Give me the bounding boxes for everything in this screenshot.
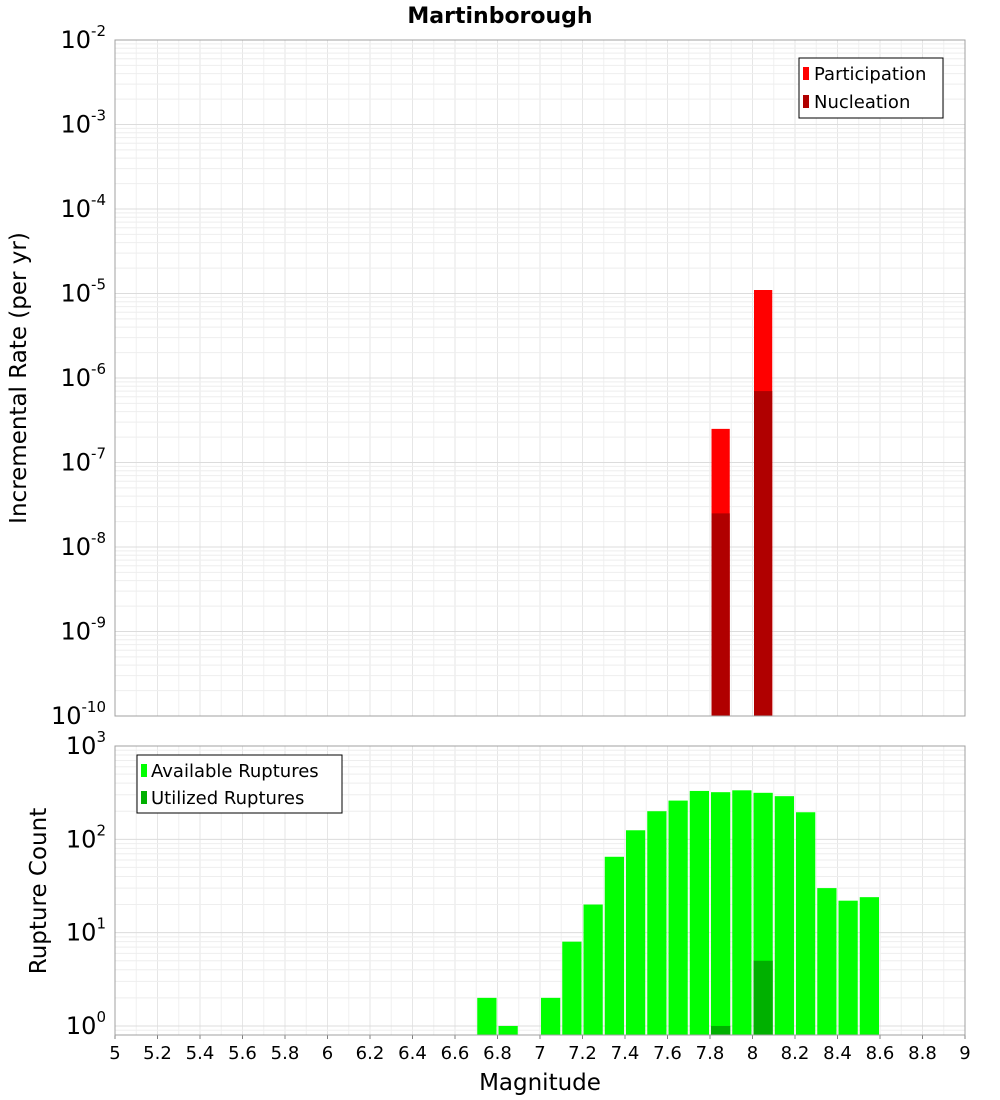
count-x-ticks: 5 5.2 5.4 5.6 5.8 6 6.2 6.4 6.6 6.8 7 7.2 7.4 7.6 7.8 8… — [109, 1035, 971, 1064]
x-tick-label: 8.6 — [866, 1043, 895, 1064]
count-legend: Available Ruptures Utilized Ruptures — [136, 754, 343, 814]
x-tick-label: 6.6 — [441, 1043, 470, 1064]
y-tick-label: 10-3 — [60, 107, 106, 139]
nucleation-bar — [711, 513, 730, 716]
legend-label-participation: Participation — [814, 64, 926, 85]
available-ruptures-bar — [689, 790, 709, 1035]
legend-swatch-participation — [803, 67, 809, 80]
rate-grid — [114, 39, 966, 717]
legend-label-utilized: Utilized Ruptures — [151, 788, 304, 809]
available-ruptures-bar — [732, 790, 752, 1035]
rate-panel: 10-2 10-3 10-4 10-5 10-6 10-7 10-8 10-9 10-10 In… — [6, 22, 966, 730]
y-tick-label: 10-5 — [60, 276, 106, 308]
x-tick-label: 7.8 — [696, 1043, 725, 1064]
available-ruptures-bar — [477, 997, 497, 1035]
x-tick-label: 8 — [747, 1043, 758, 1064]
count-y-ticks: 103 102 101 100 — [66, 728, 106, 1040]
y-tick-label: 103 — [66, 728, 106, 760]
legend-swatch-utilized — [141, 791, 147, 804]
available-ruptures-bar — [583, 904, 603, 1035]
x-tick-label: 5.6 — [228, 1043, 257, 1064]
x-tick-label: 6.8 — [483, 1043, 512, 1064]
available-ruptures-bar — [817, 888, 837, 1035]
y-tick-label: 10-8 — [60, 529, 106, 561]
legend-swatch-nucleation — [803, 95, 809, 108]
x-tick-label: 6.4 — [398, 1043, 427, 1064]
y-tick-label: 10-10 — [51, 698, 106, 730]
available-ruptures-bar — [604, 856, 624, 1035]
x-tick-label: 5.8 — [271, 1043, 300, 1064]
x-tick-label: 5 — [109, 1043, 120, 1064]
x-tick-label: 8.2 — [781, 1043, 810, 1064]
count-bars — [477, 790, 879, 1035]
y-tick-label: 10-4 — [60, 191, 106, 223]
available-ruptures-bar — [711, 792, 731, 1035]
chart-title: Martinborough — [407, 4, 592, 29]
y-tick-label: 10-7 — [60, 445, 106, 477]
available-ruptures-bar — [859, 897, 879, 1035]
nucleation-bar — [754, 391, 773, 716]
legend-swatch-available — [141, 764, 147, 777]
available-ruptures-bar — [498, 1025, 518, 1035]
utilized-ruptures-bar — [753, 960, 773, 1035]
y-tick-label: 10-9 — [60, 614, 106, 646]
y-tick-label: 101 — [66, 915, 106, 947]
x-tick-label: 6 — [322, 1043, 333, 1064]
x-tick-label: 7 — [534, 1043, 545, 1064]
rate-y-axis-title: Incremental Rate (per yr) — [6, 232, 32, 524]
available-ruptures-bar — [541, 997, 561, 1035]
available-ruptures-bar — [668, 800, 688, 1035]
x-tick-label: 9 — [959, 1043, 970, 1064]
legend-label-available: Available Ruptures — [151, 761, 319, 782]
x-tick-label: 8.8 — [908, 1043, 937, 1064]
available-ruptures-bar — [838, 900, 858, 1035]
x-tick-label: 6.2 — [356, 1043, 385, 1064]
count-panel: 103 102 101 100 5 5.2 5.4 5.6 5.8 6 6.2 6.4 6.6 6.8 7… — [26, 728, 971, 1096]
available-ruptures-bar — [647, 811, 667, 1035]
y-tick-label: 10-2 — [60, 22, 106, 54]
y-tick-label: 100 — [66, 1008, 106, 1040]
legend-label-nucleation: Nucleation — [814, 92, 910, 113]
x-axis-title: Magnitude — [479, 1070, 601, 1096]
utilized-ruptures-bar — [711, 1025, 731, 1035]
rate-y-ticks: 10-2 10-3 10-4 10-5 10-6 10-7 10-8 10-9 10-10 — [51, 22, 106, 730]
rate-bars — [711, 290, 773, 716]
available-ruptures-bar — [796, 812, 816, 1035]
count-y-axis-title: Rupture Count — [26, 808, 52, 974]
y-tick-label: 10-6 — [60, 360, 106, 392]
y-tick-label: 102 — [66, 821, 106, 853]
x-tick-label: 5.2 — [143, 1043, 172, 1064]
available-ruptures-bar — [774, 796, 794, 1035]
x-tick-label: 7.4 — [611, 1043, 640, 1064]
x-tick-label: 7.6 — [653, 1043, 682, 1064]
available-ruptures-bar — [626, 830, 646, 1035]
x-tick-label: 8.4 — [823, 1043, 852, 1064]
rate-legend: Participation Nucleation — [798, 57, 944, 119]
available-ruptures-bar — [562, 941, 582, 1035]
x-tick-label: 7.2 — [568, 1043, 597, 1064]
x-tick-label: 5.4 — [186, 1043, 215, 1064]
